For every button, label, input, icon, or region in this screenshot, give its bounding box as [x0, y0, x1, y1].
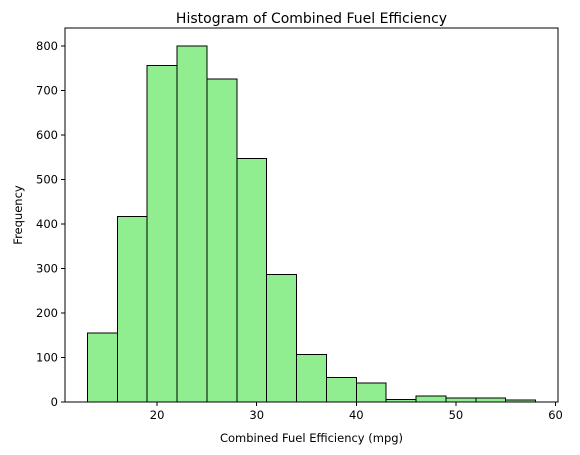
histogram-bar: [236, 157, 268, 403]
histogram-bar: [355, 382, 387, 403]
x-tick-label: 60: [548, 408, 563, 422]
y-tick-label: 300: [36, 262, 58, 276]
y-tick-label: 200: [36, 306, 58, 320]
y-tick-label: 400: [36, 217, 58, 231]
y-tick-label: 0: [51, 395, 58, 409]
y-tick-label: 600: [36, 128, 58, 142]
x-tick-label: 40: [349, 408, 364, 422]
histogram-bar: [146, 64, 178, 403]
x-axis-ticks: 20 30 40 50 60: [150, 402, 563, 422]
x-tick-label: 50: [449, 408, 464, 422]
histogram-bar: [116, 216, 148, 403]
chart-title: Histogram of Combined Fuel Efficiency: [176, 11, 447, 27]
histogram-bar: [86, 332, 118, 403]
y-tick-label: 800: [36, 39, 58, 53]
y-tick-label: 700: [36, 84, 58, 98]
y-axis-label: Frequency: [11, 185, 25, 245]
y-tick-label: 100: [36, 351, 58, 365]
y-tick-label: 500: [36, 173, 58, 187]
x-axis-label: Combined Fuel Efficiency (mpg): [220, 431, 403, 445]
histogram-bar: [176, 45, 208, 403]
y-axis-ticks: 0 100 200 300 400 500 600 700 800: [36, 39, 65, 409]
histogram-bar: [296, 353, 327, 403]
histogram-bar: [325, 377, 357, 403]
x-tick-label: 30: [249, 408, 264, 422]
histogram-bar: [475, 397, 507, 403]
histogram-bar: [266, 273, 298, 403]
x-tick-label: 20: [150, 408, 165, 422]
histogram-bar: [445, 397, 477, 403]
histogram-bar: [206, 78, 238, 403]
plot-frame: [64, 27, 559, 403]
bars-group: [86, 45, 537, 403]
histogram-bar: [415, 395, 447, 403]
